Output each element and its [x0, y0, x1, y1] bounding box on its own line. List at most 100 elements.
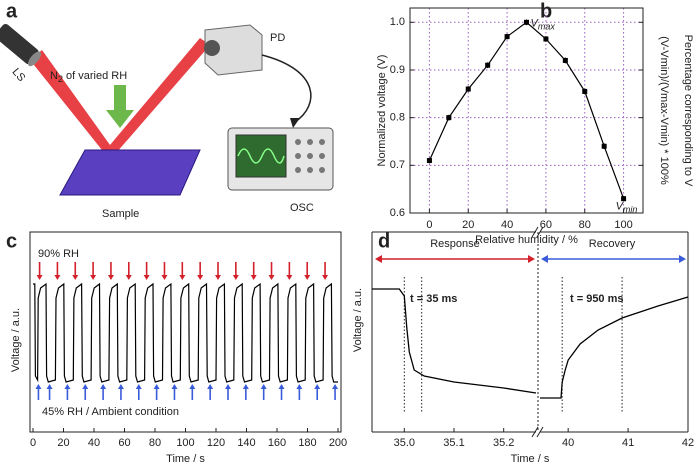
- x-tick-label: 41: [622, 437, 634, 449]
- vmax-label: Vmax: [531, 17, 556, 31]
- x-tick-label: 20: [462, 219, 474, 231]
- humid-arrow-head: [232, 275, 239, 280]
- ambient-arrow-head: [153, 384, 160, 389]
- pd-label: PD: [270, 32, 285, 44]
- ambient-arrow-head: [332, 384, 339, 389]
- line: [372, 288, 537, 394]
- gas-label: N2 of varied RH: [50, 70, 127, 84]
- text-sub: min: [623, 205, 638, 215]
- x-tick-label: 200: [329, 437, 347, 449]
- break-mark: [531, 426, 544, 438]
- x-tick-label: 160: [268, 437, 286, 449]
- x-tick-label: 35.1: [443, 437, 464, 449]
- humid-arrow-head: [322, 275, 329, 280]
- humid-arrow-head: [143, 275, 150, 280]
- sample-label: Sample: [102, 208, 139, 220]
- marker: [601, 143, 607, 149]
- y-tick-label: 0.9: [390, 64, 405, 76]
- text-base: V: [531, 17, 540, 29]
- marker: [621, 196, 627, 202]
- x-tick-label: 100: [614, 219, 632, 231]
- ambient-arrow-head: [100, 384, 107, 389]
- marker: [426, 158, 432, 164]
- humid-arrow-head: [90, 275, 97, 280]
- ambient-arrow-head: [46, 384, 53, 389]
- x-axis-label: Relative humidity / %: [475, 234, 578, 246]
- humid-arrow-head: [250, 275, 257, 280]
- plot-frame: [29, 231, 342, 433]
- pd-window: [204, 40, 220, 56]
- marker: [465, 86, 471, 92]
- range-head: [528, 255, 535, 263]
- y-tick-label: 0.6: [390, 207, 405, 219]
- x-tick-label: 42: [682, 437, 694, 449]
- range-head: [679, 255, 686, 263]
- humid-arrow-head: [268, 275, 275, 280]
- panel-label: a: [6, 0, 18, 22]
- ambient-arrow-head: [171, 384, 178, 389]
- x-tick-label: 120: [207, 437, 225, 449]
- x-tick-label: 0: [30, 437, 36, 449]
- marker: [504, 34, 510, 40]
- humid-arrow-head: [197, 275, 204, 280]
- photodetector: [204, 24, 263, 76]
- text-base: V: [616, 201, 625, 213]
- rh-low-label: 45% RH / Ambient condition: [42, 406, 179, 418]
- x-tick-label: 40: [88, 437, 100, 449]
- line: [540, 296, 689, 399]
- humid-arrow-head: [36, 275, 43, 280]
- x-tick-label: 40: [501, 219, 513, 231]
- osc-knobs: [295, 139, 325, 173]
- setup-diagram: a LS N2 of varied RH PD Sample OSC: [0, 0, 334, 220]
- y-tick-label: 1.0: [390, 16, 405, 28]
- ambient-arrow-head: [135, 384, 142, 389]
- x-tick-label: 80: [149, 437, 161, 449]
- panel-label: b: [540, 0, 552, 22]
- marker: [543, 36, 549, 42]
- recovery-label: Recovery: [589, 238, 636, 250]
- humid-arrow-head: [125, 275, 132, 280]
- x-axis-label: Time / s: [511, 453, 550, 465]
- humid-arrow-head: [107, 275, 114, 280]
- range-head: [541, 255, 548, 263]
- ambient-arrow-head: [82, 384, 89, 389]
- y-tick-label: 0.7: [390, 159, 405, 171]
- break-mark: [531, 226, 544, 238]
- range-head: [375, 255, 382, 263]
- x-tick-label: 180: [298, 437, 316, 449]
- panel-label: c: [6, 230, 17, 252]
- x-axis-label: Time / s: [166, 453, 205, 465]
- ambient-arrow-head: [117, 384, 124, 389]
- y2-axis-label: Percentage corresponding to V: [682, 35, 694, 187]
- marker: [524, 19, 529, 25]
- ambient-arrow-head: [314, 384, 321, 389]
- ambient-arrow-head: [278, 384, 285, 389]
- x-tick-label: 100: [176, 437, 194, 449]
- signal-arrow: [261, 54, 312, 123]
- ambient-arrow-head: [224, 384, 231, 389]
- humid-arrow-head: [54, 275, 61, 280]
- ambient-arrow-head: [296, 384, 303, 389]
- line: [428, 21, 625, 199]
- ambient-arrow-head: [260, 384, 267, 389]
- ambient-arrow-head: [242, 384, 249, 389]
- laser-beam: [30, 38, 210, 160]
- ambient-arrow-head: [189, 384, 196, 389]
- y-axis-label: Normalized voltage (V): [376, 55, 388, 167]
- humid-arrow-head: [72, 275, 79, 280]
- x-tick-label: 60: [118, 437, 130, 449]
- humid-arrow-head: [179, 275, 186, 280]
- gas-arrow: [106, 85, 134, 128]
- x-tick-label: 35.2: [493, 437, 514, 449]
- response-time: t = 35 ms: [410, 293, 457, 305]
- osc-label: OSC: [290, 202, 314, 214]
- marker: [582, 88, 588, 94]
- x-tick-label: 80: [579, 219, 591, 231]
- y-axis-label: Voltage / a.u.: [352, 288, 364, 352]
- x-tick-label: 0: [426, 219, 432, 231]
- sample: [59, 149, 201, 196]
- humid-arrow-head: [286, 275, 293, 280]
- ls-label: LS: [9, 66, 27, 84]
- humid-arrow-head: [161, 275, 168, 280]
